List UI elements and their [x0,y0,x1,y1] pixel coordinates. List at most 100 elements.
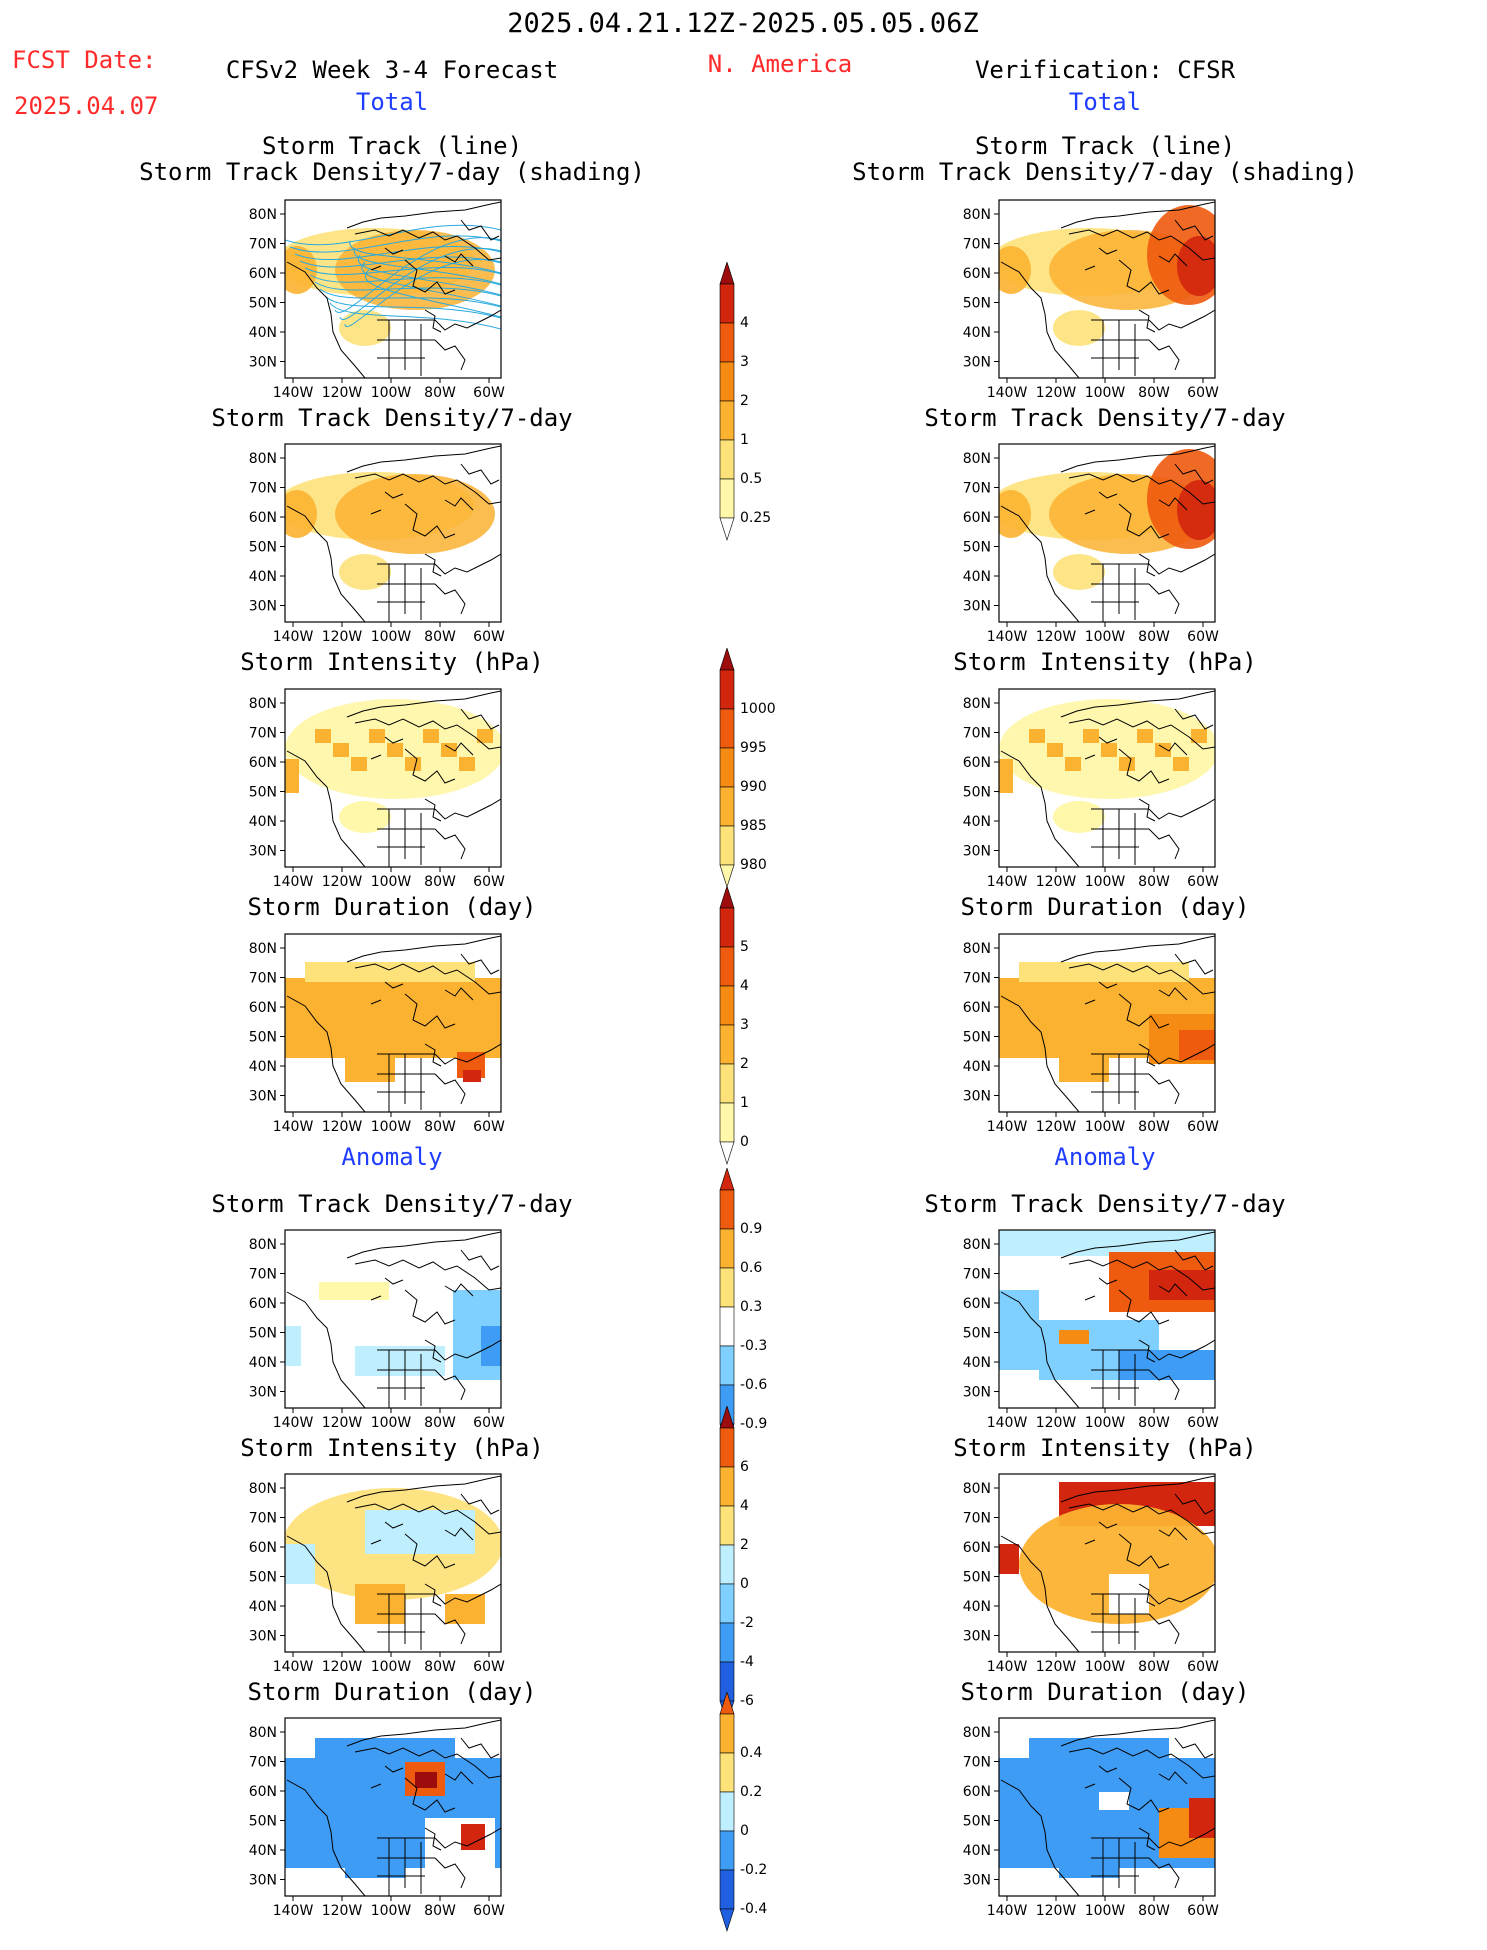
lon-label: 80W [424,385,456,401]
lat-label: 40N [249,1599,277,1615]
lon-label: 140W [987,1903,1028,1919]
total-label-left: Total [355,88,429,116]
lat-label: 60N [249,1000,277,1016]
lon-label: 120W [322,385,363,401]
colorbar-tick-label: -0.9 [740,1416,767,1432]
lon-label: 80W [424,874,456,890]
panel-anom-density-left: 80N 70N 60N 50N 40N 30N 140W 120W 100W 80W 60W [241,1228,517,1432]
colorbar-duration-total: 5 4 3 2 1 0 [718,885,788,1183]
lon-label: 120W [322,1903,363,1919]
period-title: 2025.04.21.12Z-2025.05.05.06Z [507,8,979,39]
lon-label: 80W [1138,1415,1170,1431]
lat-label: 40N [963,325,991,341]
lat-label: 40N [249,1355,277,1371]
lon-label: 120W [1036,385,1077,401]
panel-anom-density-right: 80N 70N 60N 50N 40N 30N 140W 120W 100W 80W 60W [955,1228,1231,1432]
lat-label: 70N [249,1511,277,1527]
lon-label: 60W [1187,1659,1219,1675]
lon-label: 60W [1187,874,1219,890]
lon-label: 60W [473,1119,505,1135]
lon-label: 140W [987,629,1028,645]
lon-label: 140W [273,1119,314,1135]
lat-label: 50N [249,785,277,801]
colorbar-tick-label: 2 [740,1537,749,1553]
lon-label: 80W [1138,385,1170,401]
lat-label: 30N [963,1385,991,1401]
lat-label: 70N [249,237,277,253]
colorbar-tick-label: 3 [740,1017,749,1033]
lat-label: 40N [963,814,991,830]
lat-label: 40N [963,1843,991,1859]
lon-label: 140W [987,874,1028,890]
lat-label: 60N [963,1296,991,1312]
colorbar-tick-label: 0.2 [740,1784,762,1800]
lat-label: 80N [249,1725,277,1741]
lon-label: 120W [1036,1415,1077,1431]
lat-label: 60N [963,266,991,282]
title-anom-intensity-right: Storm Intensity (hPa) [953,1434,1257,1462]
colorbar-tick-label: 1 [740,432,749,448]
colorbar-tick-label: 0 [740,1134,749,1150]
colorbar-tick-label: 0 [740,1576,749,1592]
lat-label: 70N [249,971,277,987]
panel-track-right: 80N 70N 60N 50N 40N 30N 140W 120W 100W 80W 60W [955,198,1231,402]
colorbar-tick-label: 2 [740,1056,749,1072]
lon-label: 100W [1085,629,1126,645]
lat-label: 50N [249,1326,277,1342]
lon-label: 60W [473,1903,505,1919]
lon-label: 120W [322,1119,363,1135]
lat-label: 80N [249,1481,277,1497]
panel-density-right: 80N 70N 60N 50N 40N 30N 140W 120W 100W 80W 60W [955,442,1231,646]
panel-anom-duration-left: 80N 70N 60N 50N 40N 30N 140W 120W 100W 80W 60W [241,1716,517,1920]
lat-label: 70N [963,726,991,742]
lat-label: 60N [249,1540,277,1556]
total-label-right: Total [1068,88,1142,116]
lon-label: 80W [424,1119,456,1135]
lon-label: 60W [1187,629,1219,645]
colorbar-tick-label: 0.4 [740,1745,762,1761]
lat-label: 70N [963,971,991,987]
lat-label: 80N [963,451,991,467]
lat-label: 80N [249,696,277,712]
colorbar-tick-label: 6 [740,1459,749,1475]
panel-anom-intensity-right-map: 80N 70N 60N 50N 40N 30N 140W 120W 100W 80W 60W [963,1473,1219,1675]
lon-label: 100W [371,874,412,890]
panel-density-right-map: 80N 70N 60N 50N 40N 30N 140W 120W 100W 80W 60W [963,443,1219,645]
lon-label: 60W [473,1415,505,1431]
panel-track-left: 80N 70N 60N 50N 40N 30N 140W 120W 100W 80W 60W [241,198,517,402]
panel-intensity-right: 80N 70N 60N 50N 40N 30N 140W 120W 100W 80W 60W [955,687,1231,891]
panel-duration-left-map: 80N 70N 60N 50N 40N 30N 140W 120W 100W 80W 60W [249,933,505,1135]
lon-label: 80W [424,1415,456,1431]
lat-label: 30N [249,1089,277,1105]
lat-label: 30N [249,599,277,615]
lat-label: 80N [963,207,991,223]
title-anom-density-right: Storm Track Density/7-day [924,1190,1286,1218]
panel-track-right-map: 80N 70N 60N 50N 40N 30N 140W 120W 100W 80W 60W [963,199,1219,401]
lon-label: 80W [424,629,456,645]
lat-label: 30N [249,844,277,860]
lat-label: 40N [249,1059,277,1075]
lon-label: 100W [371,1415,412,1431]
lon-label: 60W [473,385,505,401]
panel-duration-left: 80N 70N 60N 50N 40N 30N 140W 120W 100W 80W 60W [241,932,517,1136]
colorbar-tick-label: 0.6 [740,1260,762,1276]
title-duration-right: Storm Duration (day) [960,893,1250,921]
panel-duration-right-map: 80N 70N 60N 50N 40N 30N 140W 120W 100W 80W 60W [963,933,1219,1135]
lat-label: 30N [963,599,991,615]
lon-label: 60W [473,629,505,645]
lat-label: 60N [249,1784,277,1800]
title-anom-duration-right: Storm Duration (day) [960,1678,1250,1706]
fcst-date-value: 2025.04.07 [14,92,159,120]
lon-label: 60W [473,1659,505,1675]
panel-anom-intensity-right: 80N 70N 60N 50N 40N 30N 140W 120W 100W 80W 60W [955,1472,1231,1676]
colorbar-tick-label: 5 [740,939,749,955]
verification-title: Verification: CFSR [974,56,1236,84]
colorbar-tick-label: -2 [740,1615,754,1631]
lon-label: 120W [322,629,363,645]
colorbar-tick-label: 0.25 [740,510,771,526]
lat-label: 50N [963,296,991,312]
lat-label: 80N [963,1237,991,1253]
lon-label: 80W [424,1659,456,1675]
panel-anom-duration-right-map: 80N 70N 60N 50N 40N 30N 140W 120W 100W 80W 60W [963,1717,1219,1919]
lon-label: 60W [1187,1415,1219,1431]
